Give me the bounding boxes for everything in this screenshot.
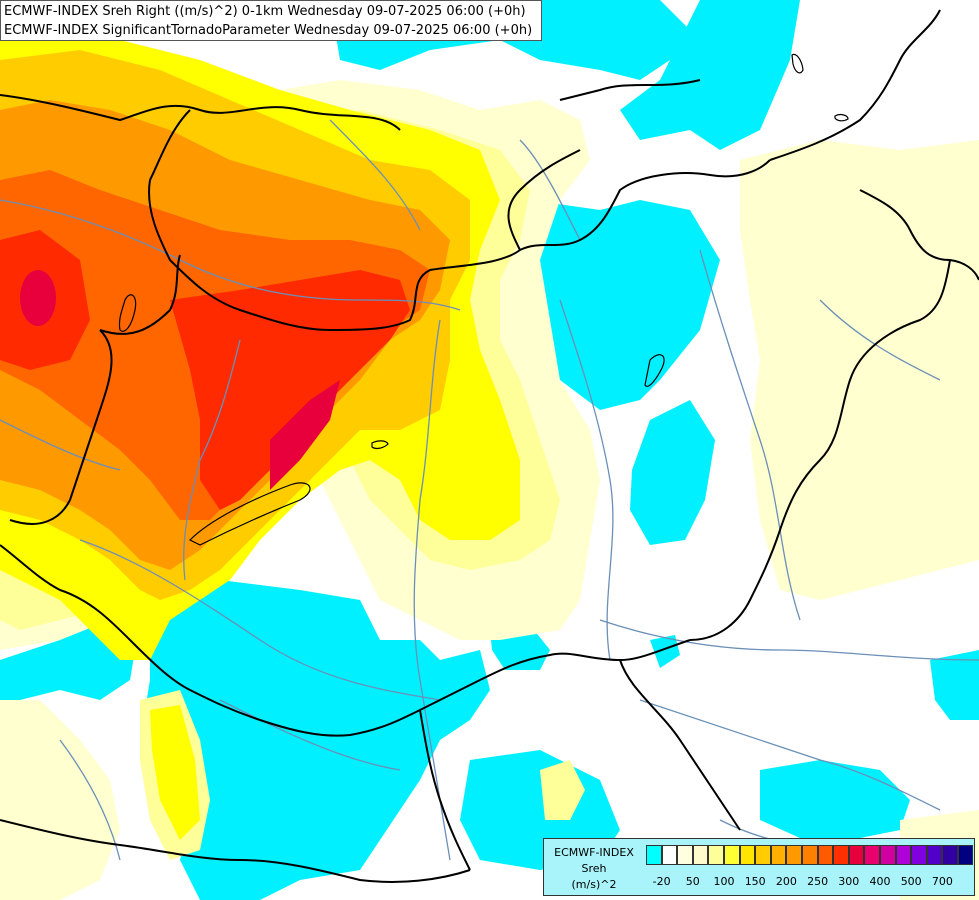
title-line-2: ECMWF-INDEX SignificantTornadoParameter …	[4, 23, 533, 38]
legend-swatch	[833, 845, 849, 865]
legend-tick-label: 200	[775, 875, 797, 888]
legend-swatch	[755, 845, 771, 865]
legend-swatch	[770, 845, 787, 865]
legend-swatches	[646, 845, 974, 865]
legend-tick-label: 250	[807, 875, 829, 888]
legend-swatch	[739, 845, 756, 865]
legend-tick-label: 50	[685, 875, 700, 888]
legend-swatch	[817, 845, 834, 865]
legend-title-line-1: ECMWF-INDEX	[554, 846, 634, 859]
legend-swatch	[911, 845, 927, 865]
legend-swatch	[708, 845, 724, 865]
map-title-box: ECMWF-INDEX Sreh Right ((m/s)^2) 0-1km W…	[0, 0, 542, 41]
legend-swatch	[646, 845, 662, 865]
legend-swatch	[723, 845, 740, 865]
legend-title: ECMWF-INDEX Sreh (m/s)^2	[550, 845, 638, 893]
legend-tick-label: 700	[931, 875, 953, 888]
legend-swatch	[677, 845, 693, 865]
legend-swatch	[661, 845, 678, 865]
legend-swatch	[895, 845, 912, 865]
title-line-1: ECMWF-INDEX Sreh Right ((m/s)^2) 0-1km W…	[4, 4, 526, 19]
legend-swatch	[692, 845, 709, 865]
legend-swatch	[864, 845, 880, 865]
crimson-cores	[20, 270, 340, 490]
rivers	[0, 119, 979, 861]
legend-swatch	[848, 845, 865, 865]
legend-tick-label: 400	[869, 875, 891, 888]
legend-ticks: -20 50 100 150 200 250 300 400 500 700	[646, 875, 976, 889]
country-borders	[0, 9, 979, 883]
legend-swatch	[926, 845, 943, 865]
legend-swatch	[942, 845, 958, 865]
legend-swatch	[879, 845, 896, 865]
legend-title-line-3: (m/s)^2	[571, 878, 617, 891]
legend-swatch	[786, 845, 802, 865]
color-legend: ECMWF-INDEX Sreh (m/s)^2 -20 50 100 150 200 2…	[543, 838, 975, 896]
legend-swatch	[957, 845, 974, 865]
lakes	[118, 53, 849, 546]
legend-tick-label: 500	[900, 875, 922, 888]
legend-tick-label: 150	[744, 875, 766, 888]
legend-tick-label: 100	[713, 875, 735, 888]
legend-tick-label: -20	[652, 875, 671, 888]
legend-title-line-2: Sreh	[581, 862, 607, 875]
legend-tick-label: 300	[838, 875, 860, 888]
legend-swatch	[801, 845, 818, 865]
